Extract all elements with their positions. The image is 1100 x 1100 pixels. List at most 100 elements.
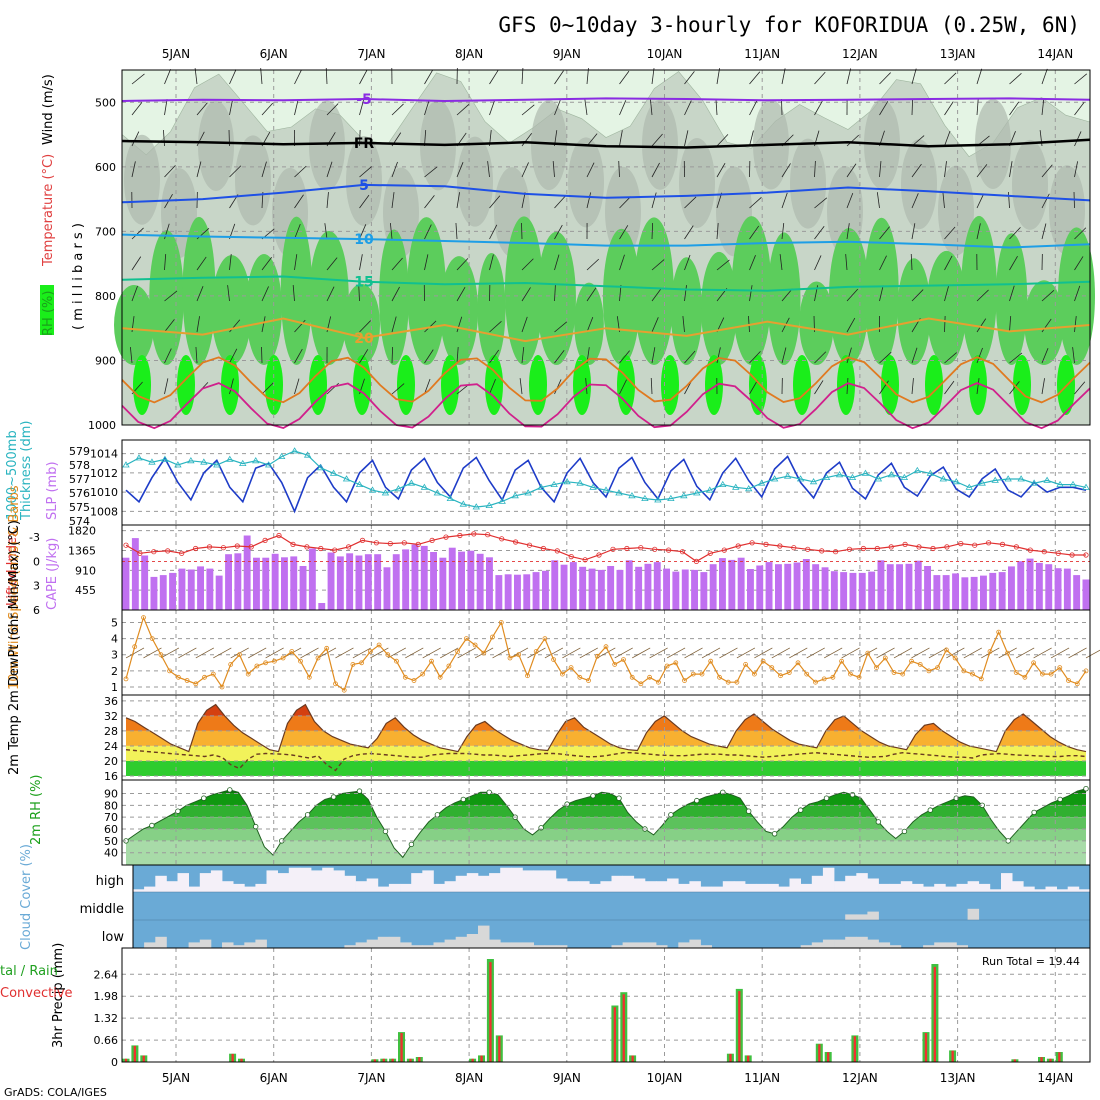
upper-ylabel-temp: Temperature (°C) (41, 154, 56, 267)
wind-speed-point (481, 650, 487, 656)
upper-wind-barb (456, 316, 463, 333)
wind-barb (178, 647, 197, 659)
cloud-high-bar (155, 875, 167, 892)
slp-tick-label: 1008 (90, 505, 118, 518)
cloud-high-bar (956, 883, 968, 892)
wind-speed-point (621, 657, 626, 662)
upper-wind-barb (879, 351, 892, 364)
wind-speed-point (891, 670, 897, 675)
upper-wind-barb (716, 223, 719, 240)
wind-speed-point (271, 658, 277, 664)
cape-bar (588, 568, 596, 610)
upper-wind-barb (716, 68, 720, 85)
thickness-point (200, 458, 208, 465)
thickness-tick-label: 577 (69, 473, 90, 486)
rh-dark-cell (198, 100, 234, 191)
cloud-high-bar (678, 883, 690, 892)
rh-saturated-cell (705, 355, 723, 415)
precip-convective-bar (827, 1052, 830, 1062)
cape-bar (514, 574, 521, 610)
precip-convective-bar (1049, 1058, 1052, 1062)
cape-bar (402, 549, 410, 610)
thickness-point (511, 492, 519, 499)
rh-moist-cell (1024, 280, 1064, 365)
cape-bar (1082, 579, 1090, 610)
li-point (1041, 549, 1047, 555)
upper-wind-barb (455, 223, 458, 240)
wind-speed-point (167, 668, 173, 674)
wind-speed-point (944, 647, 949, 653)
li-point (777, 543, 783, 549)
cloud-high-bar (244, 886, 256, 892)
cape-bar (495, 575, 503, 610)
date-axis-bottom: 5JAN 6JAN 7JAN 8JAN 9JAN 10JAN 11JAN 12JAN 13JAN… (162, 1071, 1073, 1085)
cloud-high-bar (322, 867, 334, 892)
cloud-low-bar (422, 945, 434, 948)
cloud-high-bar (177, 873, 189, 892)
wind-speed-point (254, 663, 260, 669)
rh-dark-cell (901, 139, 937, 230)
li-point (568, 553, 574, 560)
date-label-bottom: 13JAN (940, 1071, 976, 1085)
cloud-high-bar (589, 883, 601, 892)
upper-wind-barb (131, 285, 138, 302)
rh-dry-band (121, 69, 1091, 157)
wind-speed-point (848, 671, 853, 677)
upper-wind-barb (489, 254, 494, 271)
cape-bar (150, 576, 158, 610)
wind-speed-point (996, 629, 1002, 635)
upper-wind-barb (944, 72, 957, 85)
upper-wind-barb (1072, 347, 1075, 364)
rh-point (252, 823, 259, 830)
precip-convective-bar (924, 1033, 928, 1062)
thickness-point (213, 461, 221, 468)
wind10m-panel: 1 2 3 4 5 (111, 609, 1100, 696)
wind-speed-point (219, 684, 225, 690)
upper-wind-barb (651, 287, 662, 302)
thickness-point (1004, 475, 1012, 482)
contour-label: -5 (356, 92, 372, 108)
upper-wind-barb (781, 223, 785, 240)
pressure-tick-label: 600 (95, 161, 116, 174)
upper-wind-barb (1041, 193, 1050, 209)
upper-wind-barb (651, 317, 659, 333)
cape-bar (747, 569, 754, 610)
date-label-bottom: 10JAN (647, 1071, 683, 1085)
upper-wind-barb (586, 258, 600, 271)
cape-bar (169, 572, 176, 610)
thickness-point (342, 475, 351, 482)
cape-bar (1054, 568, 1062, 610)
li-point (318, 545, 324, 552)
wind-barb (806, 647, 825, 659)
cape-bar (271, 553, 279, 610)
wind-barb (963, 647, 983, 659)
cloud-high-bar (388, 883, 401, 892)
li-point (819, 548, 825, 554)
li-point (234, 543, 240, 549)
wind-barb (719, 647, 738, 659)
wind-tick-label: 5 (111, 616, 118, 629)
rh-saturated-cell (793, 355, 811, 415)
cape-bar (327, 552, 335, 610)
upper-wind-barb (391, 346, 394, 364)
upper-wind-barb (619, 130, 623, 147)
li-point (665, 547, 672, 553)
upper-wind-barb (911, 289, 924, 302)
cloud-high-bar (489, 873, 501, 892)
cape-bar (597, 569, 605, 610)
li-point (999, 541, 1006, 548)
cloud-low-bar (489, 939, 501, 948)
cloud-low-bar (945, 942, 957, 948)
surface-temperature-contour (121, 382, 1091, 430)
precip-convective-bar (231, 1053, 234, 1062)
li-point (206, 544, 213, 550)
li-point (554, 548, 560, 554)
rh-dark-cell (235, 135, 271, 226)
wind-speed-point (1057, 665, 1063, 670)
date-label-top: 8JAN (455, 47, 483, 61)
cloud-high-bar (622, 875, 635, 892)
upper-wind-barb (164, 69, 171, 85)
wind-speed-point (690, 671, 696, 677)
wind-speed-point (1083, 668, 1089, 674)
li-point (179, 550, 185, 556)
